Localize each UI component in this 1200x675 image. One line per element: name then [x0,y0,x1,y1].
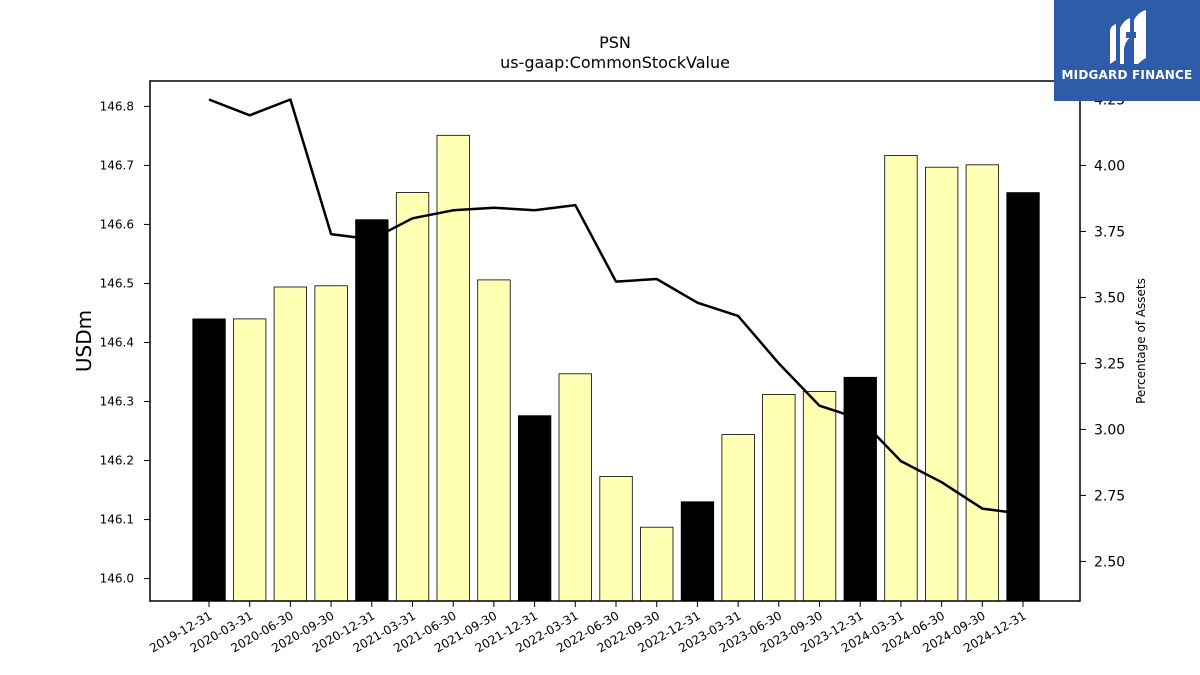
y-right-tick-label: 4.00 [1094,158,1125,174]
y-axis-label-left: USDm [72,310,96,372]
logo-text: MIDGARD FINANCE [1061,68,1193,82]
x-axis: 2019-12-312020-03-312020-06-302020-09-30… [147,601,1029,655]
bar [355,219,389,602]
bar [232,318,267,602]
y-tick-label: 146.1 [100,513,134,527]
bar [843,376,877,602]
bar [436,134,470,602]
percentage-of-assets-line [208,98,1024,516]
midgard-finance-logo: MIDGARD FINANCE [1054,0,1200,101]
y-tick-label: 146.7 [100,158,134,172]
bar [558,373,592,602]
y-right-tick-label: 3.25 [1094,356,1125,372]
bar [925,166,959,602]
bar [599,476,633,602]
bar [802,391,837,602]
y-tick-label: 146.6 [100,217,134,231]
bar [477,279,511,602]
y-tick-label: 146.5 [100,276,134,290]
percentage-line-group [208,98,1024,516]
y-axis-label-right: Percentage of Assets [1134,278,1148,404]
y-tick-label: 146.3 [100,394,134,408]
y-tick-label: 146.0 [100,572,134,586]
y-tick-label: 146.8 [100,99,134,113]
bar [965,164,999,602]
plot-frame [149,80,1081,602]
y-right-tick-label: 2.75 [1094,488,1125,504]
bar [680,501,715,602]
y-tick-label: 146.4 [100,335,134,349]
bar [395,192,430,602]
y-right-tick-label: 3.75 [1094,224,1125,240]
chart-subtitle: us-gaap:CommonStockValue [500,53,730,72]
chart-title: PSN [599,33,631,52]
bar [640,526,674,602]
bar [314,285,348,602]
right-axis: 2.502.753.003.253.503.754.004.25 [1080,92,1125,570]
y-tick-label: 146.2 [100,454,134,468]
bar [518,415,552,602]
logo-mark-icon [1110,10,1146,64]
bar [192,318,226,602]
left-axis: 146.0 146.1 146.2 146.3 146.4 146.5 146.6 146.7… [100,99,150,586]
y-right-tick-label: 3.00 [1094,422,1125,438]
bar-group [192,134,1040,602]
bar [884,154,918,602]
bar [721,434,755,602]
y-right-tick-label: 3.50 [1094,290,1125,306]
y-right-tick-label: 2.50 [1094,554,1125,570]
bar [273,286,308,602]
bar [762,393,796,602]
bar [1006,192,1040,602]
